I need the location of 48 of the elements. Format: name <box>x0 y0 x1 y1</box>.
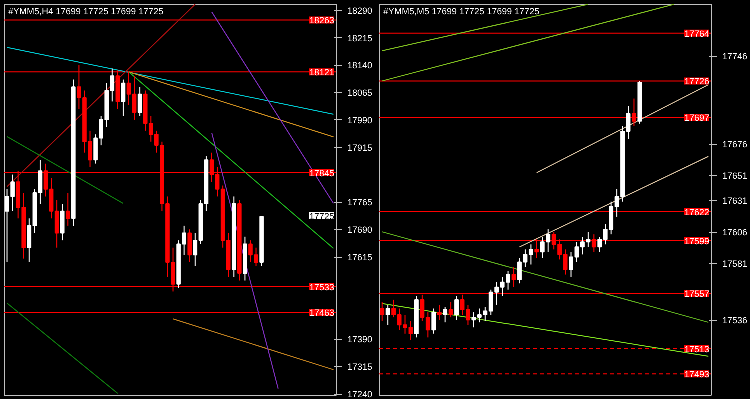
y-tick-label: 17536 <box>722 316 748 326</box>
y-tick-label: 17765 <box>348 198 373 208</box>
y-tick-label: 17315 <box>348 362 373 372</box>
y-tick-label: 17390 <box>348 334 373 345</box>
candlestick <box>437 304 442 321</box>
y-tick-label: 17240 <box>348 390 373 399</box>
candlestick <box>386 304 390 326</box>
y-tick-label: 17990 <box>348 115 373 126</box>
ref-line-label: 18263 <box>309 16 335 26</box>
ref-line-label: 18121 <box>309 68 335 78</box>
candlestick <box>66 192 70 226</box>
ref-line-label: 17764 <box>684 28 710 39</box>
chart-title: #YMM5,H4 17699 17725 17699 17725 <box>8 6 164 16</box>
ref-line-label: 17533 <box>309 282 335 292</box>
candlestick <box>138 86 142 117</box>
ref-line-label: 17697 <box>684 113 710 124</box>
candlestick <box>448 302 454 318</box>
ref-line-label: 17599 <box>684 236 710 246</box>
candlestick <box>432 308 436 334</box>
y-tick-label: 17581 <box>722 258 748 269</box>
candlestick <box>512 266 516 288</box>
y-tick-label: 17676 <box>722 140 748 150</box>
y-tick-label: 17915 <box>348 142 373 153</box>
candlestick <box>60 204 65 242</box>
candlestick <box>454 296 459 321</box>
y-tick-label: 18140 <box>348 60 373 71</box>
y-tick-label: 17606 <box>722 228 748 238</box>
ref-line-label: 17493 <box>684 370 710 380</box>
y-tick-label: 17690 <box>348 225 373 236</box>
y-tick-label: 17615 <box>348 252 373 263</box>
candlestick <box>443 306 448 324</box>
annotation: 17725 <box>309 211 335 222</box>
ref-line-label: 17513 <box>684 344 710 354</box>
candlestick <box>188 229 192 263</box>
y-tick-label: 17631 <box>722 196 748 206</box>
candlestick <box>380 302 385 322</box>
ref-line-label: 17557 <box>684 289 710 300</box>
chart-title: #YMM5,M5 17699 17725 17699 17725 <box>384 6 540 16</box>
y-tick-label: 17651 <box>722 170 748 181</box>
y-tick-label: 18290 <box>348 6 373 16</box>
y-tick-label: 17746 <box>722 52 748 62</box>
ref-line-label: 17726 <box>684 76 710 87</box>
y-tick-label: 18215 <box>348 33 373 44</box>
y-tick-label: 18065 <box>348 88 373 98</box>
ref-line-label: 17463 <box>309 308 335 318</box>
candlestick <box>121 79 126 117</box>
ref-line-label: 17622 <box>684 207 710 218</box>
ref-line-label: 17845 <box>309 168 335 178</box>
